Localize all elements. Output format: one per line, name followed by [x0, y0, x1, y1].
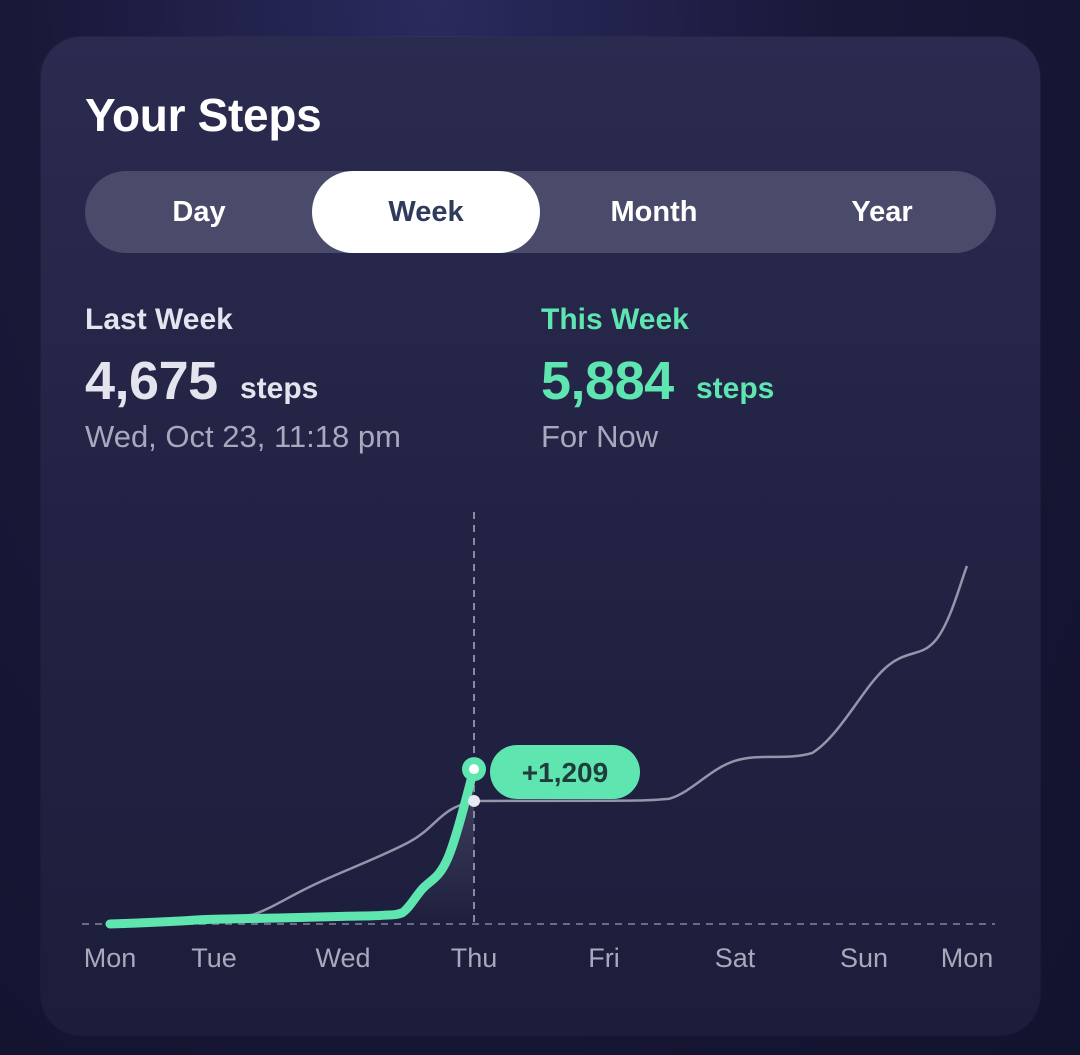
page-title: Your Steps: [85, 89, 322, 141]
last-week-unit: steps: [240, 372, 319, 405]
tab-day[interactable]: Day: [172, 195, 226, 228]
last-week-timestamp: Wed, Oct 23, 11:18 pm: [85, 419, 401, 454]
tab-year[interactable]: Year: [851, 195, 913, 228]
this-week-value: 5,884: [541, 351, 674, 411]
last-week-value: 4,675: [85, 351, 218, 411]
last-week-label: Last Week: [85, 303, 233, 336]
tab-week[interactable]: Week: [312, 171, 540, 253]
tab-month[interactable]: Month: [610, 195, 698, 228]
this-week-label: This Week: [541, 303, 689, 336]
this-week-unit: steps: [696, 372, 775, 405]
period-selector: Day Week Month Year: [85, 171, 996, 253]
this-week-subtitle: For Now: [541, 419, 659, 454]
